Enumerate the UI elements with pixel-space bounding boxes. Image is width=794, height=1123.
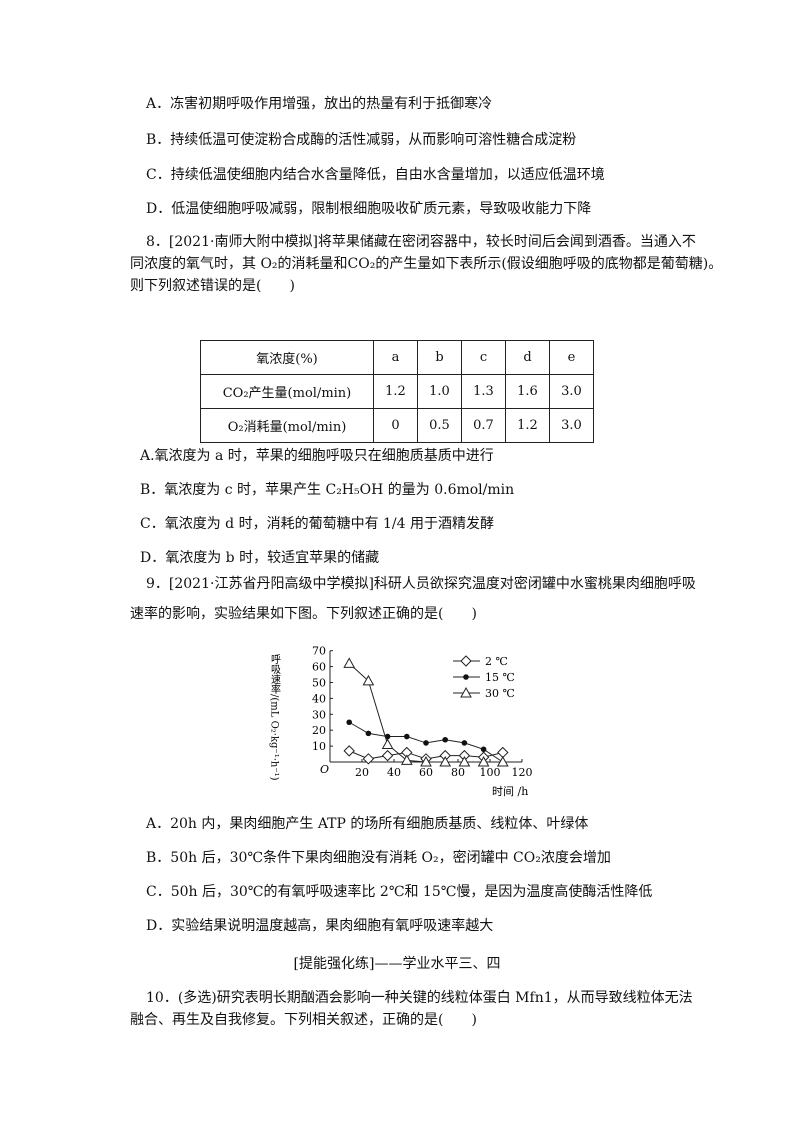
table-cell: c: [461, 340, 506, 375]
q9-option-d: D．实验结果说明温度越高，果肉细胞有氧呼吸速率越大: [146, 918, 494, 934]
table-cell: 1.2: [505, 408, 550, 443]
legend-triangle-marker: [460, 686, 472, 698]
x-tick-label: 40: [387, 766, 401, 779]
dot-marker: [480, 746, 487, 753]
q7-option-b: B．持续低温可使淀粉合成酶的活性减弱，从而影响可溶性糖合成淀粉: [146, 132, 577, 148]
table-cell: 1.3: [461, 374, 506, 409]
dot-marker: [423, 740, 429, 746]
q9-option-a: A．20h 内，果肉细胞产生 ATP 的场所有细胞质基质、线粒体、叶绿体: [146, 816, 589, 832]
dot-marker: [461, 740, 468, 746]
q8-option-b: B．氧浓度为 c 时，苹果产生 C₂H₅OH 的量为 0.6mol/min: [140, 482, 515, 498]
legend-dot-marker: [463, 674, 469, 680]
triangle-marker: [362, 674, 375, 686]
q9-stem-line1: 9．[2021·江苏省丹阳高级中学模拟]科研人员欲探究温度对密闭罐中水蜜桃果肉细…: [146, 576, 696, 592]
triangle-marker: [458, 755, 471, 767]
q9-option-b: B．50h 后，30℃条件下果肉细胞没有消耗 O₂，密闭罐中 CO₂浓度会增加: [146, 850, 611, 866]
dot-marker: [384, 733, 391, 740]
y-tick-label: 60: [312, 661, 326, 674]
table-cell: 1.2: [373, 374, 418, 409]
q10-stem-line2: 融合、再生及自我修复。下列相关叙述，正确的是( ): [130, 1012, 477, 1028]
dot-marker: [346, 719, 352, 726]
y-tick-label: 70: [312, 645, 326, 658]
table-header-row: 氧浓度(%) a b c d e: [200, 340, 594, 375]
diamond-marker: [343, 745, 355, 757]
diamond-marker: [362, 753, 375, 765]
y-axis-label: 呼吸速率/(mL O₂·kg⁻¹·h⁻¹): [269, 654, 281, 781]
x-tick-label: 80: [451, 766, 465, 779]
table-cell: 1.6: [505, 374, 550, 409]
table-cell: 3.0: [549, 374, 594, 409]
legend-label: 15 ℃: [485, 671, 515, 684]
table-cell: 氧浓度(%): [200, 340, 374, 375]
dot-marker: [442, 736, 448, 743]
legend-label: 30 ℃: [485, 687, 515, 700]
triangle-marker: [400, 754, 413, 765]
diamond-marker: [497, 746, 509, 759]
table-cell: CO₂产生量(mol/min): [200, 374, 374, 409]
q8-option-d: D．氧浓度为 b 时，较适宜苹果的储藏: [140, 550, 380, 566]
dot-marker: [365, 730, 372, 737]
x-tick-label: 120: [512, 766, 533, 779]
table-cell: 0: [373, 408, 418, 443]
q8-stem-line1: 8．[2021·南师大附中模拟]将苹果储藏在密闭容器中，较长时间后会闻到酒香。当…: [146, 234, 696, 250]
table-cell: a: [373, 340, 418, 375]
q9-option-c: C．50h 后，30℃的有氧呼吸速率比 2℃和 15℃慢，是因为温度高使酶活性降…: [146, 884, 653, 900]
triangle-marker: [477, 755, 490, 767]
triangle-marker: [496, 755, 509, 767]
q8-stem-line2: 同浓度的氧气时，其 O₂的消耗量和CO₂的产生量如下表所示(假设细胞呼吸的底物都…: [130, 256, 723, 272]
diamond-marker: [381, 749, 394, 762]
q9-stem-line2: 速率的影响，实验结果如下图。下列叙述正确的是( ): [130, 606, 477, 622]
triangle-marker: [343, 657, 356, 668]
table-cell: 3.0: [549, 408, 594, 443]
x-tick-label: 60: [419, 766, 433, 779]
x-tick-label: 100: [480, 766, 501, 779]
table-cell: d: [505, 340, 550, 375]
y-tick-label: 30: [312, 708, 326, 721]
q8-stem-line3: 则下列叙述错误的是( ): [130, 278, 295, 294]
table-row: O₂消耗量(mol/min) 0 0.5 0.7 1.2 3.0: [200, 408, 594, 443]
dot-marker: [404, 733, 410, 740]
y-tick-label: 10: [312, 740, 326, 753]
y-tick-label: 40: [312, 692, 326, 705]
legend-diamond-marker: [460, 655, 472, 667]
series-line-triangle: [348, 663, 503, 763]
x-tick-label: 20: [355, 766, 369, 779]
table-cell: 1.0: [417, 374, 462, 409]
triangle-marker: [381, 738, 394, 750]
x-axis-label: 时间 /h: [492, 785, 528, 798]
y-tick-label: 20: [312, 724, 326, 737]
table-row: CO₂产生量(mol/min) 1.2 1.0 1.3 1.6 3.0: [200, 374, 594, 409]
triangle-marker: [420, 755, 432, 767]
table-cell: b: [417, 340, 462, 375]
table-cell: 0.5: [417, 408, 462, 443]
legend-label: 2 ℃: [485, 655, 508, 668]
q8-option-a: A.氧浓度为 a 时，苹果的细胞呼吸只在细胞质基质中进行: [140, 448, 494, 464]
origin-label: O: [320, 763, 329, 776]
table-cell: e: [549, 340, 594, 375]
oxygen-table: 氧浓度(%) a b c d e CO₂产生量(mol/min) 1.2 1.0 1.3 1.6 3…: [200, 340, 594, 443]
q7-option-c: C．持续低温使细胞内结合水含量降低，自由水含量增加，以适应低温环境: [146, 167, 605, 183]
q7-option-a: A．冻害初期呼吸作用增强，放出的热量有利于抵御寒冷: [146, 96, 493, 112]
triangle-marker: [439, 755, 452, 767]
q10-stem-line1: 10．(多选)研究表明长期酗酒会影响一种关键的线粒体蛋白 Mfn1，从而导致线粒…: [146, 990, 693, 1006]
table-cell: 0.7: [461, 408, 506, 443]
table-cell: O₂消耗量(mol/min): [200, 408, 374, 443]
section-heading: [提能强化练]——学业水平三、四: [293, 956, 501, 972]
y-tick-label: 50: [312, 677, 326, 690]
q7-option-d: D．低温使细胞呼吸减弱，限制根细胞吸收矿质元素，导致吸收能力下降: [146, 201, 592, 217]
q8-option-c: C．氧浓度为 d 时，消耗的葡萄糖中有 1/4 用于酒精发酵: [140, 516, 495, 532]
respiration-rate-chart: 10 20 30 40 50 60 70 20 40 60 80 100 120 时间 /h O 呼吸速…: [269, 645, 533, 798]
